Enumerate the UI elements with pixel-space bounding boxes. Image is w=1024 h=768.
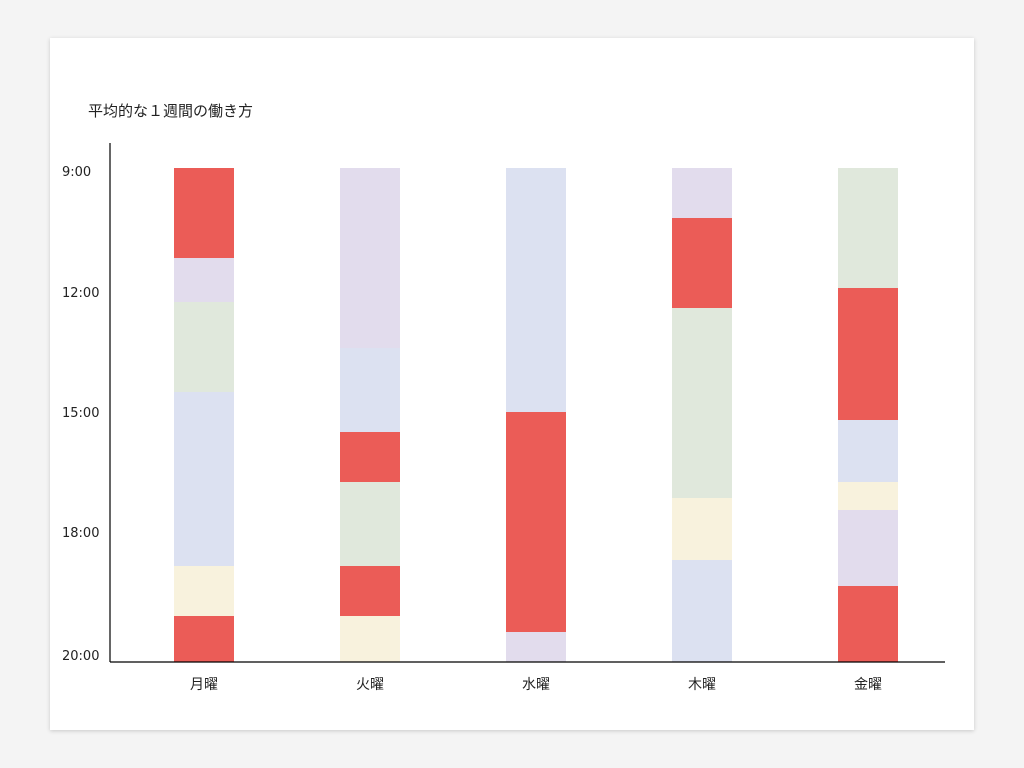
bar-segment-2-5: [340, 566, 400, 616]
bar-segment-2-4: [340, 482, 400, 566]
bar-segment-5-3: [838, 420, 898, 482]
y-tick-label: 20:00: [62, 649, 99, 664]
bar-segment-1-3: [174, 302, 234, 392]
bar-segment-4-3: [672, 308, 732, 498]
bar-segment-4-5: [672, 560, 732, 662]
bar-segment-2-2: [340, 348, 400, 432]
bar-segment-2-1: [340, 168, 400, 348]
bar-segment-5-6: [838, 586, 898, 662]
y-tick-label: 12:00: [62, 286, 99, 301]
bar-segment-2-6: [340, 616, 400, 662]
y-tick-labels: 9:00 12:00 15:00 18:00 20:00: [62, 165, 99, 664]
bars-layer: [174, 168, 898, 662]
y-tick-label: 15:00: [62, 406, 99, 421]
bar-segment-1-1: [174, 168, 234, 258]
bar-segment-1-6: [174, 616, 234, 662]
x-category-label: 水曜: [522, 677, 550, 693]
x-category-labels: 月曜 火曜 水曜 木曜 金曜: [190, 677, 882, 693]
bar-segment-1-2: [174, 258, 234, 302]
x-category-label: 金曜: [854, 677, 882, 693]
bar-segment-5-4: [838, 482, 898, 510]
bar-segment-5-2: [838, 288, 898, 420]
bar-segment-1-5: [174, 566, 234, 616]
bar-segment-1-4: [174, 392, 234, 566]
bar-segment-5-1: [838, 168, 898, 288]
bar-segment-5-5: [838, 510, 898, 586]
bar-segment-4-4: [672, 498, 732, 560]
chart-title: 平均的な１週間の働き方: [88, 102, 254, 120]
y-tick-label: 9:00: [62, 165, 91, 180]
y-tick-label: 18:00: [62, 526, 99, 541]
x-category-label: 木曜: [688, 677, 716, 693]
x-category-label: 火曜: [356, 677, 384, 693]
bar-segment-3-1: [506, 168, 566, 412]
bar-segment-3-3: [506, 632, 566, 662]
bar-segment-3-2: [506, 412, 566, 632]
x-category-label: 月曜: [190, 677, 218, 693]
bar-segment-2-3: [340, 432, 400, 482]
bar-segment-4-1: [672, 168, 732, 218]
bar-segment-4-2: [672, 218, 732, 308]
